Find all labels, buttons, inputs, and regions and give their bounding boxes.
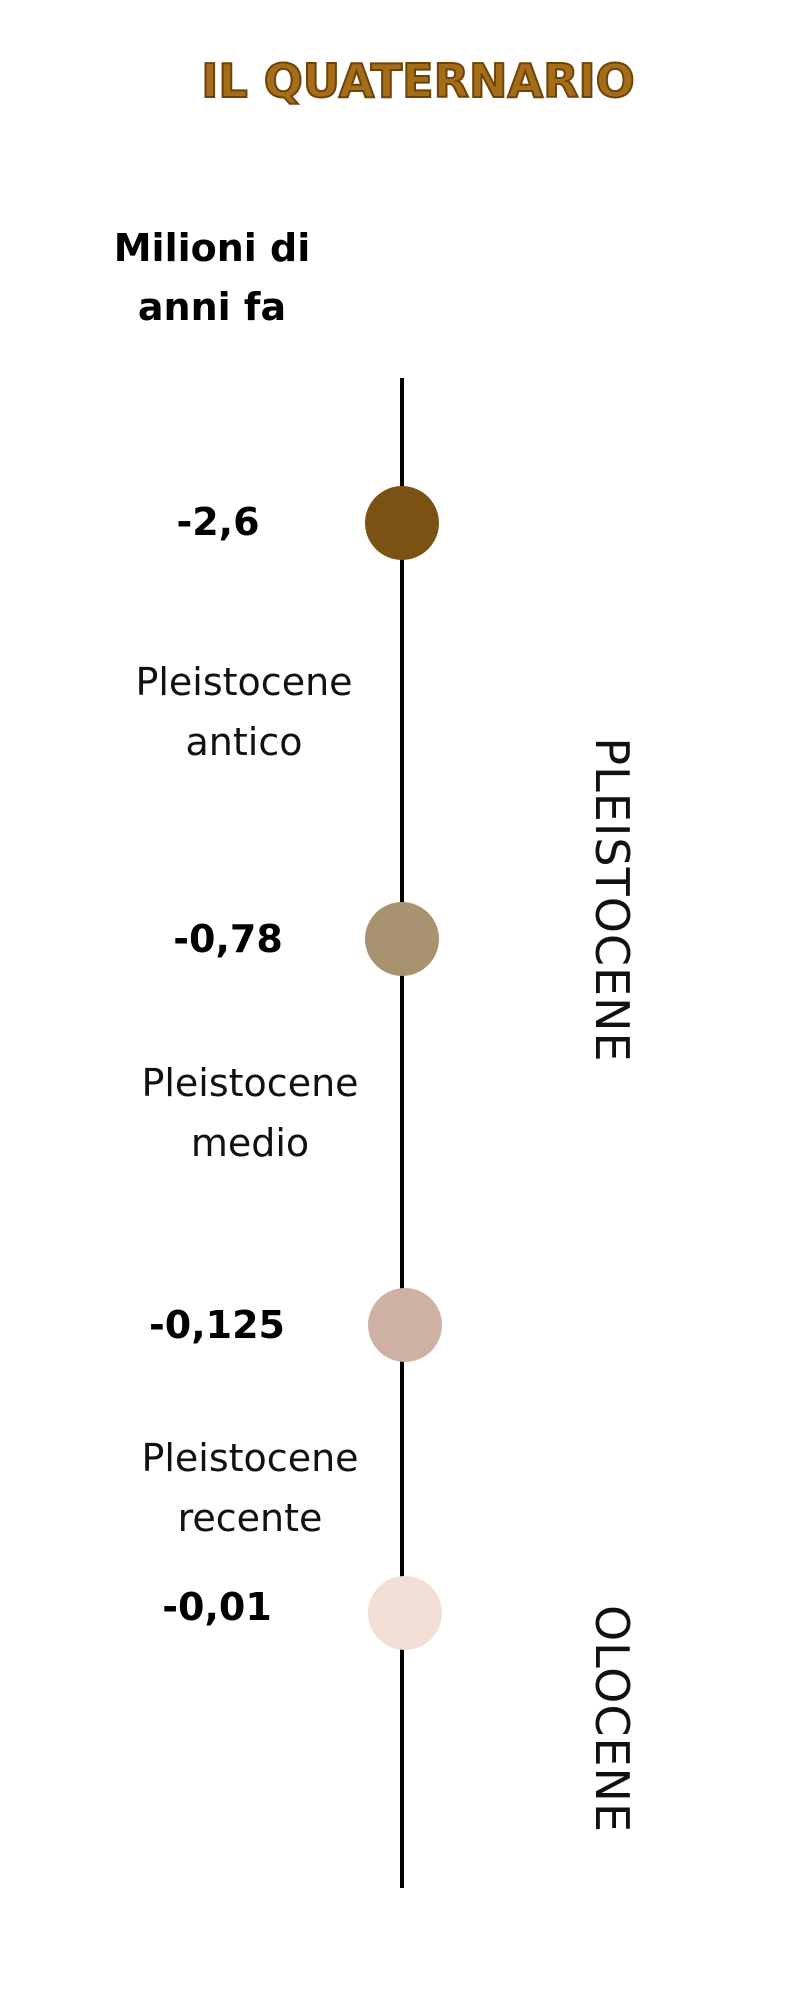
epoch-label-olocene: OLOCENE — [585, 1604, 639, 1834]
time-label-0-78: -0,78 — [173, 917, 283, 961]
period-label-line-1: Pleistocene — [141, 1061, 359, 1105]
period-label-pleistocene-medio: Pleistocene medio — [110, 1053, 390, 1173]
period-label-pleistocene-recente: Pleistocene recente — [110, 1428, 390, 1548]
axis-title-line-2: anni fa — [137, 285, 287, 329]
axis-title: Milioni di anni fa — [90, 219, 334, 337]
time-label-0-125: -0,125 — [149, 1303, 285, 1347]
page-title: IL QUATERNARIO — [200, 53, 635, 109]
time-label-2-6: -2,6 — [176, 500, 260, 544]
time-label-0-01: -0,01 — [162, 1585, 272, 1629]
timeline-marker-0-01 — [368, 1576, 442, 1650]
period-label-line-2: antico — [185, 720, 303, 764]
period-label-line-1: Pleistocene — [135, 660, 353, 704]
period-label-line-2: medio — [190, 1121, 310, 1165]
timeline-marker-0-125 — [368, 1288, 442, 1362]
timeline-marker-0-78 — [365, 902, 439, 976]
timeline-marker-2-6 — [365, 486, 439, 560]
epoch-label-pleistocene: PLEISTOCENE — [585, 737, 639, 1063]
timeline-line — [400, 378, 404, 1888]
period-label-line-2: recente — [177, 1496, 323, 1540]
axis-title-line-1: Milioni di — [113, 226, 311, 270]
period-label-line-1: Pleistocene — [141, 1436, 359, 1480]
period-label-pleistocene-antico: Pleistocene antico — [104, 652, 384, 772]
